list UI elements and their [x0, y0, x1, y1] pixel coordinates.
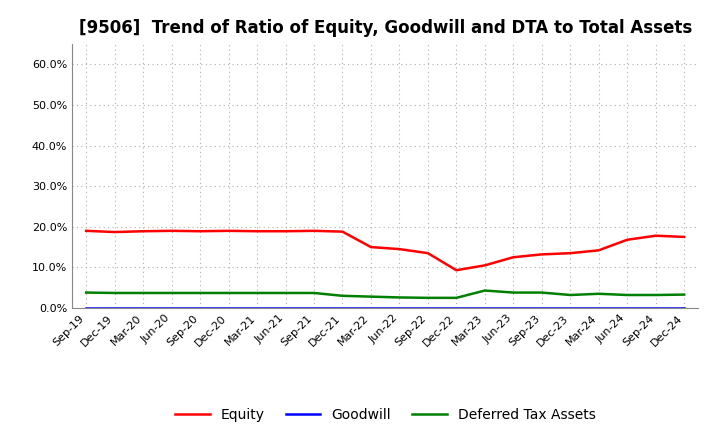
Equity [139, 229, 148, 234]
Equity [652, 233, 660, 238]
Goodwill [680, 305, 688, 311]
Equity [423, 250, 432, 256]
Goodwill [566, 305, 575, 311]
Equity [566, 250, 575, 256]
Deferred Tax Assets [338, 293, 347, 298]
Equity [196, 229, 204, 234]
Equity [509, 255, 518, 260]
Goodwill [623, 305, 631, 311]
Equity [623, 237, 631, 242]
Deferred Tax Assets [139, 290, 148, 296]
Goodwill [225, 305, 233, 311]
Equity [595, 248, 603, 253]
Deferred Tax Assets [537, 290, 546, 295]
Goodwill [537, 305, 546, 311]
Deferred Tax Assets [566, 292, 575, 297]
Deferred Tax Assets [366, 294, 375, 299]
Goodwill [423, 305, 432, 311]
Equity [680, 234, 688, 239]
Goodwill [366, 305, 375, 311]
Equity [338, 229, 347, 234]
Legend: Equity, Goodwill, Deferred Tax Assets: Equity, Goodwill, Deferred Tax Assets [169, 403, 601, 428]
Line: Equity: Equity [86, 231, 684, 270]
Deferred Tax Assets [509, 290, 518, 295]
Deferred Tax Assets [225, 290, 233, 296]
Equity [253, 229, 261, 234]
Equity [82, 228, 91, 234]
Title: [9506]  Trend of Ratio of Equity, Goodwill and DTA to Total Assets: [9506] Trend of Ratio of Equity, Goodwil… [78, 19, 692, 37]
Deferred Tax Assets [310, 290, 318, 296]
Goodwill [480, 305, 489, 311]
Deferred Tax Assets [253, 290, 261, 296]
Goodwill [167, 305, 176, 311]
Deferred Tax Assets [623, 292, 631, 297]
Goodwill [139, 305, 148, 311]
Deferred Tax Assets [395, 295, 404, 300]
Equity [480, 263, 489, 268]
Equity [395, 246, 404, 252]
Equity [282, 229, 290, 234]
Equity [110, 229, 119, 235]
Equity [310, 228, 318, 234]
Equity [225, 228, 233, 234]
Goodwill [338, 305, 347, 311]
Equity [366, 245, 375, 250]
Goodwill [395, 305, 404, 311]
Deferred Tax Assets [652, 292, 660, 297]
Deferred Tax Assets [595, 291, 603, 297]
Equity [537, 252, 546, 257]
Goodwill [310, 305, 318, 311]
Goodwill [452, 305, 461, 311]
Deferred Tax Assets [196, 290, 204, 296]
Goodwill [509, 305, 518, 311]
Deferred Tax Assets [82, 290, 91, 295]
Deferred Tax Assets [452, 295, 461, 301]
Goodwill [595, 305, 603, 311]
Deferred Tax Assets [167, 290, 176, 296]
Deferred Tax Assets [110, 290, 119, 296]
Equity [452, 268, 461, 273]
Deferred Tax Assets [423, 295, 432, 301]
Goodwill [196, 305, 204, 311]
Goodwill [652, 305, 660, 311]
Goodwill [82, 305, 91, 311]
Goodwill [282, 305, 290, 311]
Deferred Tax Assets [282, 290, 290, 296]
Goodwill [253, 305, 261, 311]
Deferred Tax Assets [680, 292, 688, 297]
Equity [167, 228, 176, 234]
Goodwill [110, 305, 119, 311]
Deferred Tax Assets [480, 288, 489, 293]
Line: Deferred Tax Assets: Deferred Tax Assets [86, 290, 684, 298]
